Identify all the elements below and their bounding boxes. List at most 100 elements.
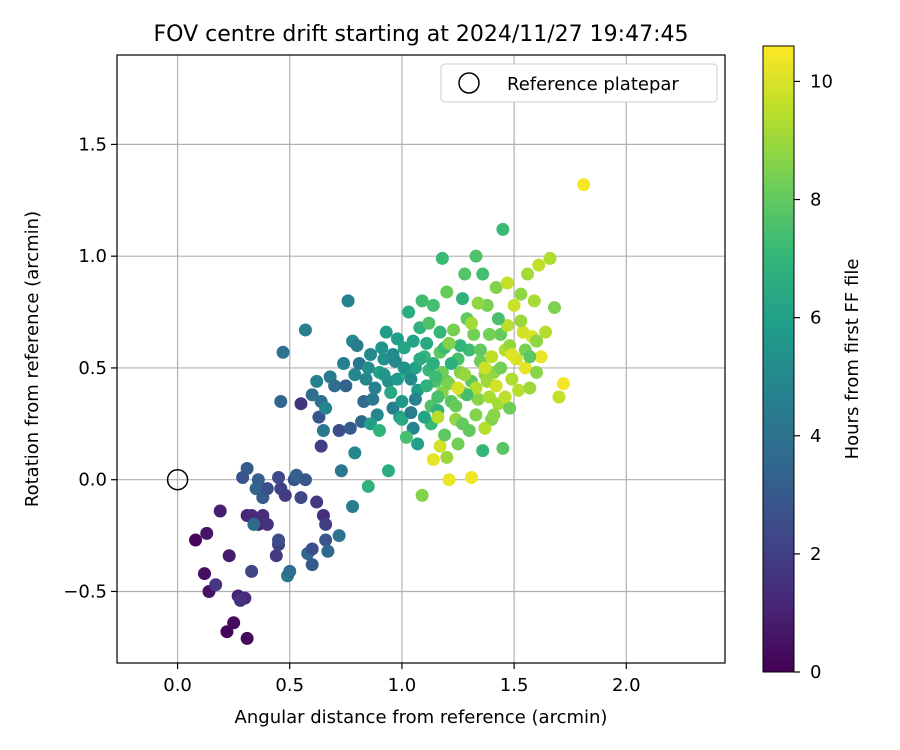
data-point — [319, 533, 333, 547]
data-point — [312, 410, 326, 424]
data-point — [321, 544, 335, 558]
data-point — [209, 578, 223, 592]
data-point — [276, 345, 290, 359]
data-point — [469, 249, 483, 263]
data-point — [482, 390, 496, 404]
colorbar-tick-label: 8 — [810, 190, 821, 211]
colorbar-label: Hours from first FF file — [842, 259, 863, 460]
data-point — [364, 348, 378, 362]
data-point — [518, 361, 532, 375]
data-point — [426, 356, 440, 370]
data-point — [283, 564, 297, 578]
data-point — [442, 473, 456, 487]
data-point — [377, 368, 391, 382]
data-point — [464, 470, 478, 484]
reference-marker — [166, 468, 189, 491]
data-point — [514, 314, 528, 328]
data-point — [505, 372, 519, 386]
data-point — [406, 421, 420, 435]
data-point — [433, 439, 447, 453]
data-point — [539, 325, 553, 339]
data-point — [556, 377, 570, 391]
x-tick-label: 0.5 — [275, 675, 304, 696]
data-point — [530, 365, 544, 379]
data-point — [298, 473, 312, 487]
data-point — [310, 374, 324, 388]
colorbar-tick-label: 6 — [810, 308, 821, 329]
data-point — [406, 334, 420, 348]
data-point — [411, 437, 425, 451]
y-tick-label: 0.5 — [78, 358, 107, 379]
colorbar — [762, 45, 795, 673]
data-point — [420, 379, 434, 393]
data-point — [460, 388, 474, 402]
data-point — [451, 381, 465, 395]
chart-title: FOV centre drift starting at 2024/11/27 … — [154, 22, 689, 47]
data-point — [512, 383, 526, 397]
data-point — [478, 361, 492, 375]
data-point — [316, 424, 330, 438]
data-point — [245, 564, 259, 578]
data-point — [485, 350, 499, 364]
data-point — [464, 316, 478, 330]
data-point — [361, 361, 375, 375]
data-point — [471, 392, 485, 406]
data-point — [476, 444, 490, 458]
data-point — [227, 616, 241, 630]
data-point — [319, 517, 333, 531]
data-point — [456, 292, 470, 306]
data-point — [341, 294, 355, 308]
data-point — [233, 593, 247, 607]
data-point — [494, 361, 508, 375]
y-axis-ticks: −0.5 0.0 0.5 1.0 1.5 — [63, 134, 117, 602]
data-point — [458, 368, 472, 382]
data-point — [200, 526, 214, 540]
data-point — [305, 542, 319, 556]
data-points — [189, 178, 591, 645]
data-point — [189, 533, 203, 547]
data-point — [399, 430, 413, 444]
data-point — [514, 287, 528, 301]
data-point — [408, 392, 422, 406]
data-point — [489, 280, 503, 294]
data-point — [532, 258, 546, 272]
data-point — [440, 285, 454, 299]
data-point — [449, 399, 463, 413]
data-point — [478, 421, 492, 435]
data-point — [346, 500, 360, 514]
data-point — [577, 178, 591, 192]
data-point — [489, 379, 503, 393]
colorbar-ticks: 0 2 4 6 8 10 — [794, 71, 833, 683]
data-point — [395, 412, 409, 426]
data-point — [294, 491, 308, 505]
data-point — [500, 318, 514, 332]
grid-lines — [117, 55, 725, 663]
data-point — [415, 488, 429, 502]
data-point — [496, 222, 510, 236]
data-point — [332, 424, 346, 438]
data-point — [269, 549, 283, 563]
data-point — [390, 372, 404, 386]
data-point — [379, 325, 393, 339]
data-point — [272, 533, 286, 547]
data-point — [384, 386, 398, 400]
data-point — [372, 424, 386, 438]
x-tick-label: 0.0 — [163, 675, 192, 696]
data-point — [482, 327, 496, 341]
data-point — [503, 401, 517, 415]
data-point — [272, 470, 286, 484]
data-point — [451, 437, 465, 451]
colorbar-tick-label: 10 — [810, 71, 833, 92]
data-point — [507, 298, 521, 312]
data-point — [260, 517, 274, 531]
data-point — [390, 332, 404, 346]
y-tick-label: 1.5 — [78, 134, 107, 155]
data-point — [496, 441, 510, 455]
data-point — [415, 294, 429, 308]
data-point — [487, 408, 501, 422]
data-point — [431, 410, 445, 424]
data-point — [458, 267, 472, 281]
data-point — [523, 350, 537, 364]
data-point — [469, 408, 483, 422]
data-point — [534, 350, 548, 364]
